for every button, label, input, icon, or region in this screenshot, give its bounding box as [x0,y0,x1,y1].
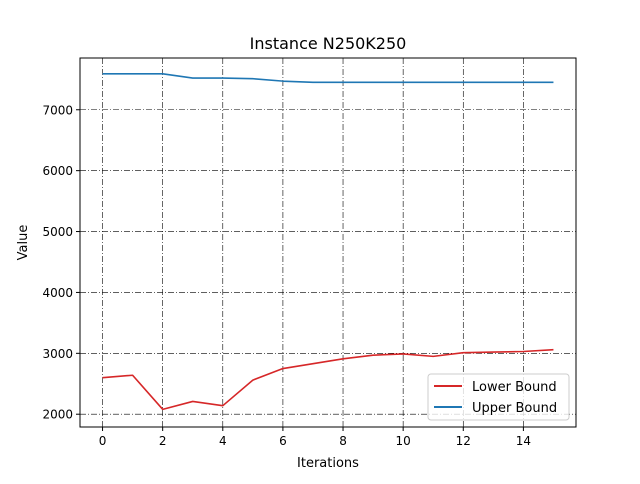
chart-title: Instance N250K250 [250,34,407,53]
x-axis-label: Iterations [297,456,359,471]
plot-area [80,58,576,427]
x-tick-label: 4 [219,434,227,448]
y-tick-label: 2000 [42,408,73,422]
x-tick-label: 8 [339,434,347,448]
y-tick-label: 4000 [42,286,73,300]
y-tick-label: 6000 [42,164,73,178]
series-line-upper-bound [102,73,554,84]
x-tick-label: 6 [279,434,287,448]
series-lines [102,73,554,411]
legend-label-lower-bound: Lower Bound [472,380,557,395]
plot-frame [79,57,577,428]
legend-label-upper-bound: Upper Bound [472,401,557,416]
x-tick-label: 12 [456,434,471,448]
y-axis-ticks: 2000 3000 4000 5000 6000 7000 [42,103,80,422]
y-axis-label: Value [16,225,31,261]
series-line-lower-bound [102,348,554,411]
y-tick-label: 7000 [42,103,73,117]
x-tick-label: 10 [396,434,411,448]
grid-lines [80,58,576,427]
y-tick-label: 3000 [42,347,73,361]
legend-box [427,373,570,421]
x-axis-ticks: 0 2 4 6 8 10 12 14 [99,427,531,448]
x-tick-label: 2 [159,434,167,448]
legend: Lower Bound Upper Bound [427,373,570,421]
x-tick-label: 0 [99,434,107,448]
y-tick-label: 5000 [42,225,73,239]
x-tick-label: 14 [516,434,531,448]
